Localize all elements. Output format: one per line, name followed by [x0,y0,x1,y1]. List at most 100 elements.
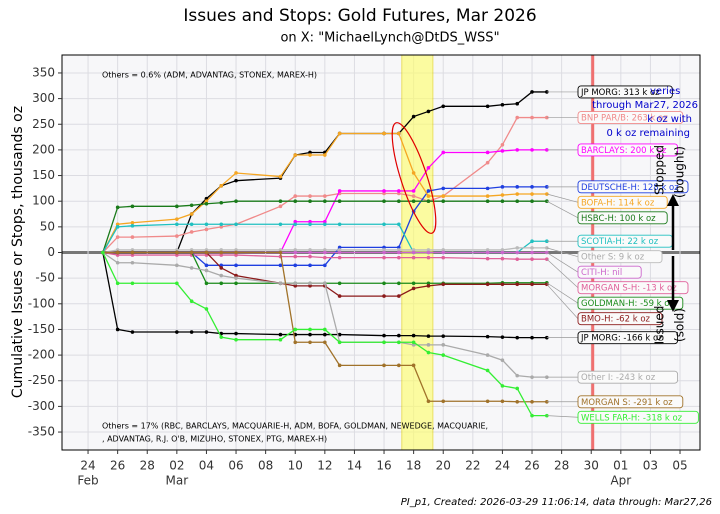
stopped-text: (bought) [673,146,687,198]
data-point [441,248,446,252]
data-point [500,256,505,261]
label-box [577,395,684,409]
deliveries-line: veries [650,86,680,97]
data-point [130,250,135,255]
data-point [441,199,446,204]
data-point [337,332,342,337]
data-point [175,253,179,257]
data-point [234,199,238,204]
data-point [204,199,209,204]
data-point [115,253,120,257]
label-box [577,370,679,384]
label-box [577,111,684,125]
data-point [189,299,194,304]
data-point [411,189,416,193]
data-point [337,340,342,345]
data-point [500,185,505,189]
data-point [189,230,194,234]
x-month-label: Feb [77,474,98,488]
data-point [500,250,505,255]
data-point [530,148,534,152]
data-point [515,192,520,196]
data-point [426,350,431,355]
data-point [485,248,490,252]
data-point [382,333,386,338]
data-point [323,194,327,198]
data-point [308,219,312,224]
data-point [130,330,135,334]
data-point [204,263,209,268]
data-point [515,250,520,255]
data-point [278,174,283,179]
data-point [411,171,416,175]
data-point [219,335,224,339]
data-point [323,281,327,286]
data-point [234,263,238,268]
data-point [204,268,209,273]
data-point [115,327,120,332]
data-point [323,153,327,157]
data-point [382,340,386,345]
data-point [323,219,327,224]
label-leader [546,200,579,219]
series-label: WELLS FAR-H: -318 k oz [581,413,683,423]
label-box [577,410,699,424]
x-tick-label: 28 [554,459,569,473]
data-point [411,343,416,347]
data-point [485,186,490,191]
data-point [485,282,490,287]
y-tick-label: -100 [28,296,55,310]
data-point [530,239,534,244]
data-point [530,199,534,204]
data-point [189,222,194,227]
y-tick-label: 300 [32,91,55,105]
data-point [234,248,238,252]
data-point [441,194,446,198]
data-point [530,375,534,379]
y-tick-label: 250 [32,117,55,131]
data-point [219,253,224,257]
x-tick-label: 28 [140,459,155,473]
y-tick-label: 350 [32,65,55,79]
data-point [308,263,312,268]
data-point [219,266,224,270]
x-tick-label: 24 [495,459,510,473]
issued-text: (sold) [673,308,687,342]
data-point [175,234,179,238]
data-point [382,245,386,250]
data-point [234,171,238,175]
data-point [115,225,120,229]
data-point [426,250,431,255]
data-point [515,282,520,287]
data-point [382,189,386,193]
axes: -350-300-250-200-150-100-500501001502002… [28,65,688,487]
label-box [577,211,668,225]
data-point [411,250,416,255]
direction-arrows: Stopped (bought) Issued (sold) [653,145,687,344]
data-point [115,222,120,227]
top-note: Others = 0.6% (ADM, ADVANTAG, STONEX, MA… [102,71,317,80]
label-leader [546,282,579,304]
data-point [485,104,490,109]
data-point [426,399,431,404]
data-point [426,109,431,114]
label-box [577,265,642,279]
highlight-ellipse [391,122,437,234]
data-point [293,340,298,345]
deliveries-line: 0 k oz remaining [606,128,690,139]
data-point [411,199,416,204]
series-label: MORGAN S-H: -13 k oz [581,284,677,294]
data-point [441,250,446,255]
label-box [577,312,663,326]
data-point [234,273,238,278]
data-point [293,219,298,224]
data-point [234,178,238,183]
y-tick-label: -350 [28,425,55,439]
data-point [382,294,386,298]
data-point [308,248,312,252]
issued-text: Issued [653,306,667,345]
data-point [308,340,312,345]
label-box [577,281,689,295]
data-point [515,101,520,106]
x-tick-label: 10 [288,459,303,473]
